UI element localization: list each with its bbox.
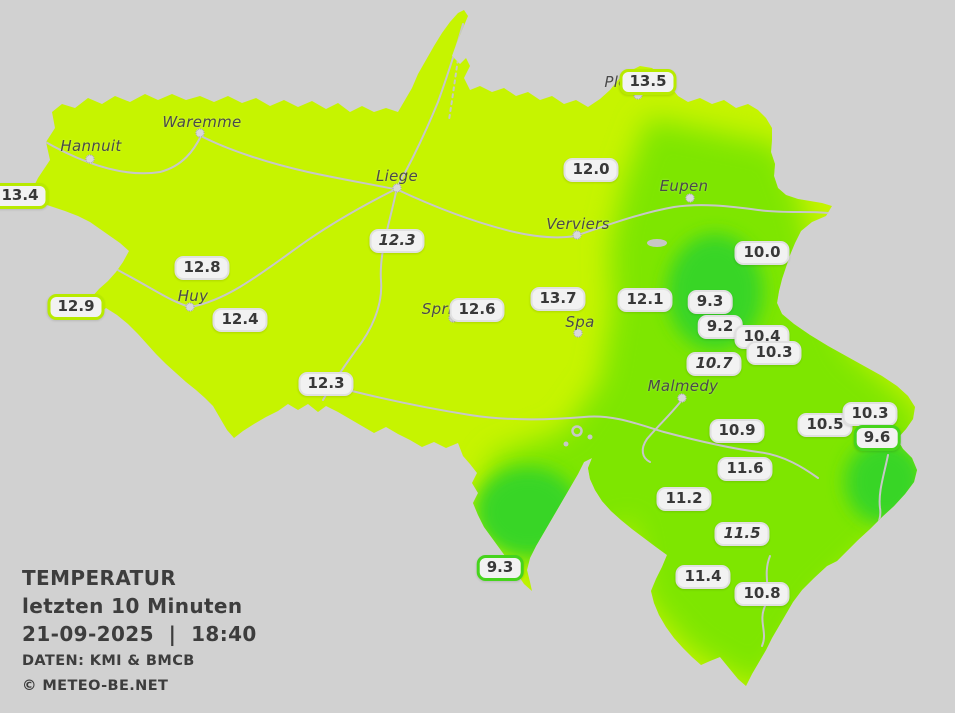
river-south <box>761 555 771 647</box>
temperature-badge: 10.0 <box>734 241 790 265</box>
city-label: Spa <box>565 313 595 331</box>
legend-copyright: © METEO-BE.NET <box>22 678 169 694</box>
city-dot <box>392 183 402 193</box>
city-label: Verviers <box>546 215 610 233</box>
temperature-badge: 12.3 <box>298 372 354 396</box>
lake-spot-1 <box>563 441 569 447</box>
temperature-badge: 11.2 <box>656 487 712 511</box>
city-dot <box>685 193 695 203</box>
temperature-badge: 13.7 <box>530 287 586 311</box>
city-label: Hannuit <box>60 137 122 155</box>
city-label: Malmedy <box>647 377 719 395</box>
city-dot <box>185 302 195 312</box>
temperature-badge: 11.4 <box>675 565 731 589</box>
temperature-badge: 12.0 <box>563 158 619 182</box>
temperature-badge: 10.8 <box>734 582 790 606</box>
city-dot <box>677 393 687 403</box>
temperature-badge: 12.9 <box>47 294 105 320</box>
temperature-badge: 10.3 <box>746 341 802 365</box>
temperature-badge: 9.3 <box>476 555 524 581</box>
river-warche <box>641 399 683 463</box>
temperature-badge: 12.8 <box>174 256 230 280</box>
legend-subtitle: letzten 10 Minuten <box>22 594 243 618</box>
temperature-badge: 12.4 <box>212 308 268 332</box>
river-vesdre <box>395 188 835 239</box>
city-label: Liege <box>375 167 419 185</box>
legend: TEMPERATUR letzten 10 Minuten 21-09-2025… <box>22 564 257 698</box>
lakes <box>563 239 667 447</box>
temperature-badge: 11.6 <box>717 457 773 481</box>
city-dot <box>573 328 583 338</box>
temperature-badge: 10.9 <box>709 419 765 443</box>
city-label: Waremme <box>162 113 242 131</box>
temperature-badge: 13.4 <box>0 183 49 209</box>
river-meuse <box>29 23 464 309</box>
city-label: Huy <box>177 287 209 305</box>
temperature-badge: 12.1 <box>617 288 673 312</box>
temperature-badge: 12.3 <box>369 229 425 253</box>
city-dot <box>572 230 582 240</box>
lake-spot-2 <box>587 434 593 440</box>
city-label: Eupen <box>659 177 709 195</box>
temperature-badge: 9.3 <box>687 290 733 314</box>
temperature-badge: 9.6 <box>853 425 901 451</box>
lake-gileppe <box>647 239 667 247</box>
legend-datetime: 21-09-2025 | 18:40 <box>22 622 257 646</box>
lake-ring <box>571 425 583 437</box>
temperature-badge: 9.2 <box>697 315 743 339</box>
temperature-badge: 11.5 <box>714 522 770 546</box>
temperature-badge: 12.6 <box>449 298 505 322</box>
legend-title: TEMPERATUR <box>22 566 177 590</box>
city-dot <box>85 154 95 164</box>
temperature-badge: 13.5 <box>619 69 677 95</box>
city-dot <box>195 128 205 138</box>
temperature-badge: 10.3 <box>842 402 898 426</box>
river-ambleve <box>351 390 819 479</box>
temperature-badge: 10.7 <box>686 352 742 376</box>
legend-source: DATEN: KMI & BMCB <box>22 653 195 669</box>
